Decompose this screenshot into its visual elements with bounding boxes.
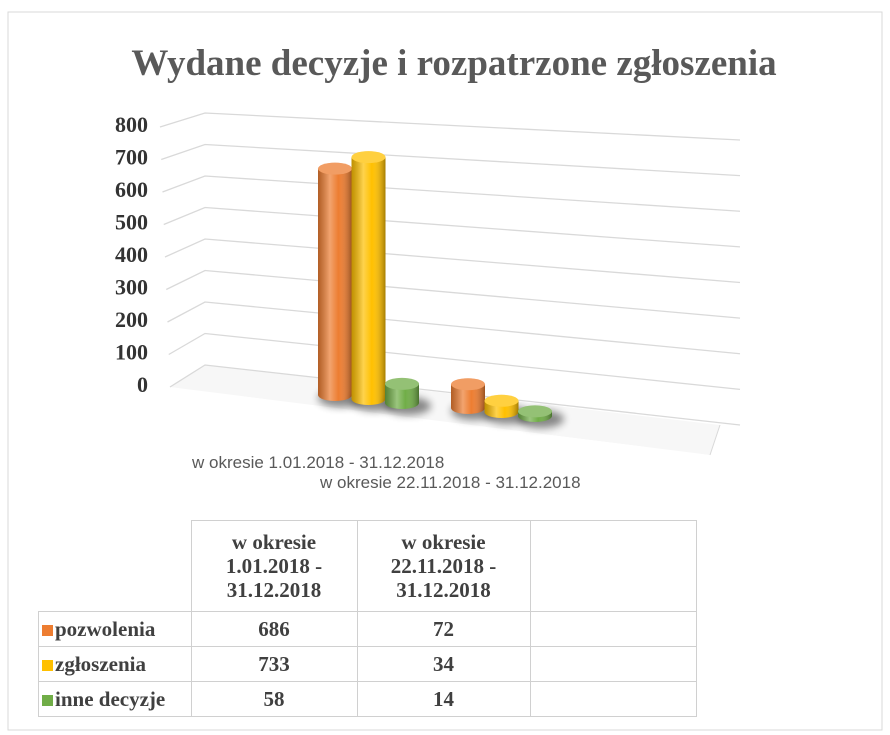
y-tick-label: 400 bbox=[115, 242, 148, 267]
bar-top-highlight bbox=[385, 377, 419, 390]
table-header: w okresie 22.11.2018 - 31.12.2018 bbox=[356, 520, 531, 612]
bar-top bbox=[318, 162, 352, 175]
legend-key bbox=[42, 624, 53, 636]
bar-top bbox=[451, 378, 485, 391]
bar-shading bbox=[451, 384, 485, 414]
grid-line bbox=[167, 301, 741, 355]
grid-line bbox=[169, 364, 741, 426]
grid-line bbox=[165, 269, 741, 319]
cell: 34 bbox=[356, 646, 531, 682]
cell bbox=[529, 646, 697, 682]
legend-label: inne decyzje bbox=[55, 686, 166, 711]
table-header: w okresie 1.01.2018 - 31.12.2018 bbox=[190, 520, 358, 612]
y-tick-label: 300 bbox=[115, 275, 148, 300]
bar-top-highlight bbox=[518, 405, 552, 418]
header-text: w okresie 1.01.2018 - 31.12.2018 bbox=[225, 529, 323, 602]
grid-line bbox=[163, 206, 741, 248]
y-tick-label: 200 bbox=[115, 307, 148, 332]
x-tick-label: w okresie 1.01.2018 - 31.12.2018 bbox=[191, 453, 444, 472]
row-name: inne decyzje bbox=[38, 681, 192, 717]
bar-shading bbox=[351, 157, 386, 405]
legend-label: pozwolenia bbox=[55, 616, 156, 641]
chart-border bbox=[7, 11, 883, 731]
grid-line bbox=[159, 112, 741, 141]
bar-top-highlight bbox=[484, 394, 519, 407]
grid-line bbox=[164, 238, 741, 284]
cell bbox=[529, 611, 697, 647]
legend-key bbox=[42, 659, 53, 671]
cell: 72 bbox=[356, 611, 531, 647]
bar-top-highlight bbox=[318, 162, 352, 175]
chart-title: Wydane decyzje i rozpatrzone zgłoszenia bbox=[131, 43, 776, 84]
y-tick-label: 0 bbox=[137, 372, 148, 397]
y-tick-label: 600 bbox=[115, 177, 148, 202]
bar-top-highlight bbox=[351, 151, 386, 164]
grid-line bbox=[161, 143, 741, 177]
row-name: zgłoszenia bbox=[38, 646, 192, 682]
header-text: w okresie 22.11.2018 - 31.12.2018 bbox=[390, 529, 497, 602]
y-tick-label: 100 bbox=[115, 340, 148, 365]
cell: 58 bbox=[190, 681, 358, 717]
y-tick-label: 700 bbox=[115, 145, 148, 170]
bar-shading bbox=[318, 168, 352, 401]
cell bbox=[529, 681, 697, 717]
cell: 686 bbox=[190, 611, 358, 647]
bar-shading bbox=[385, 383, 419, 409]
cell: 14 bbox=[356, 681, 531, 717]
grid-line bbox=[162, 175, 741, 212]
legend-key bbox=[42, 694, 53, 706]
legend-label: zgłoszenia bbox=[55, 651, 146, 676]
cell: 733 bbox=[190, 646, 358, 682]
bar-top bbox=[484, 394, 519, 407]
y-tick-label: 800 bbox=[115, 112, 148, 137]
bar-top bbox=[518, 405, 552, 418]
x-tick-label: w okresie 22.11.2018 - 31.12.2018 bbox=[319, 473, 581, 492]
y-tick-label: 500 bbox=[115, 210, 148, 235]
bar-top-highlight bbox=[451, 378, 485, 391]
floor bbox=[170, 365, 720, 455]
row-name: pozwolenia bbox=[38, 611, 192, 647]
table-corner bbox=[38, 520, 192, 612]
bar-top bbox=[351, 151, 386, 164]
bar-top bbox=[385, 377, 419, 390]
floor-edge bbox=[709, 424, 721, 456]
table-header bbox=[529, 520, 697, 612]
data-table: w okresie 1.01.2018 - 31.12.2018 w okres… bbox=[38, 520, 697, 717]
grid-line bbox=[168, 332, 741, 391]
